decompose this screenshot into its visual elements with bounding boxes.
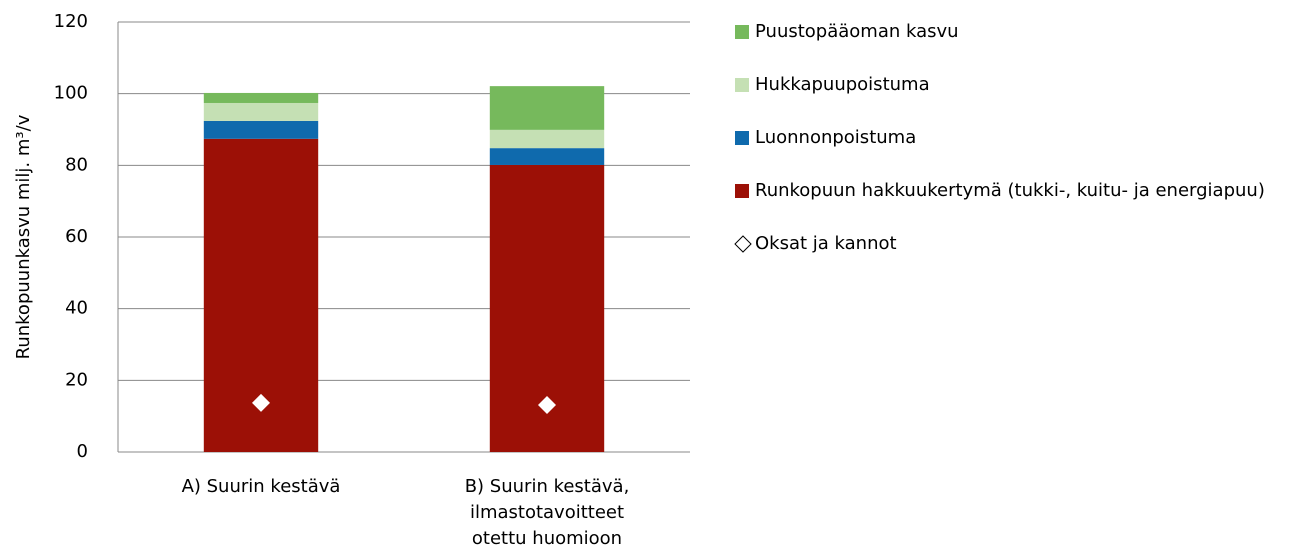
bar-segment bbox=[489, 148, 605, 165]
marker bbox=[252, 393, 270, 412]
bar-segment bbox=[203, 92, 319, 103]
y-tick-label: 0 bbox=[77, 441, 88, 462]
bar-segment bbox=[489, 129, 605, 149]
legend-swatch bbox=[735, 184, 749, 198]
legend-marker bbox=[734, 235, 752, 253]
y-tick-label: 60 bbox=[65, 226, 88, 247]
x-tick-label: A) Suurin kestävä bbox=[181, 476, 341, 497]
y-tick-label: 80 bbox=[65, 154, 88, 175]
y-tick-label: 40 bbox=[65, 298, 88, 319]
bar-segment bbox=[203, 102, 319, 121]
bar-segment bbox=[203, 120, 319, 139]
legend-swatch bbox=[735, 25, 749, 39]
legend-swatch bbox=[735, 131, 749, 145]
y-tick-label: 120 bbox=[54, 11, 88, 32]
legend-label: Hukkapuupoistuma bbox=[755, 74, 930, 95]
x-tick-label: B) Suurin kestävä, ilmastotavoitteet ote… bbox=[464, 476, 630, 549]
legend-label: Oksat ja kannot bbox=[755, 233, 897, 254]
legend-swatch bbox=[735, 78, 749, 92]
bar-segment bbox=[489, 86, 605, 130]
legend-label: Luonnonpoistuma bbox=[755, 127, 916, 148]
y-axis-label: Runkopuunkasvu milj. m³/v bbox=[13, 114, 34, 359]
marker bbox=[538, 396, 556, 415]
y-tick-label: 20 bbox=[65, 369, 88, 390]
legend-label: Puustopääoman kasvu bbox=[755, 21, 959, 42]
legend-label: Runkopuun hakkuukertymä (tukki-, kuitu- … bbox=[755, 180, 1265, 201]
y-tick-label: 100 bbox=[54, 83, 88, 104]
